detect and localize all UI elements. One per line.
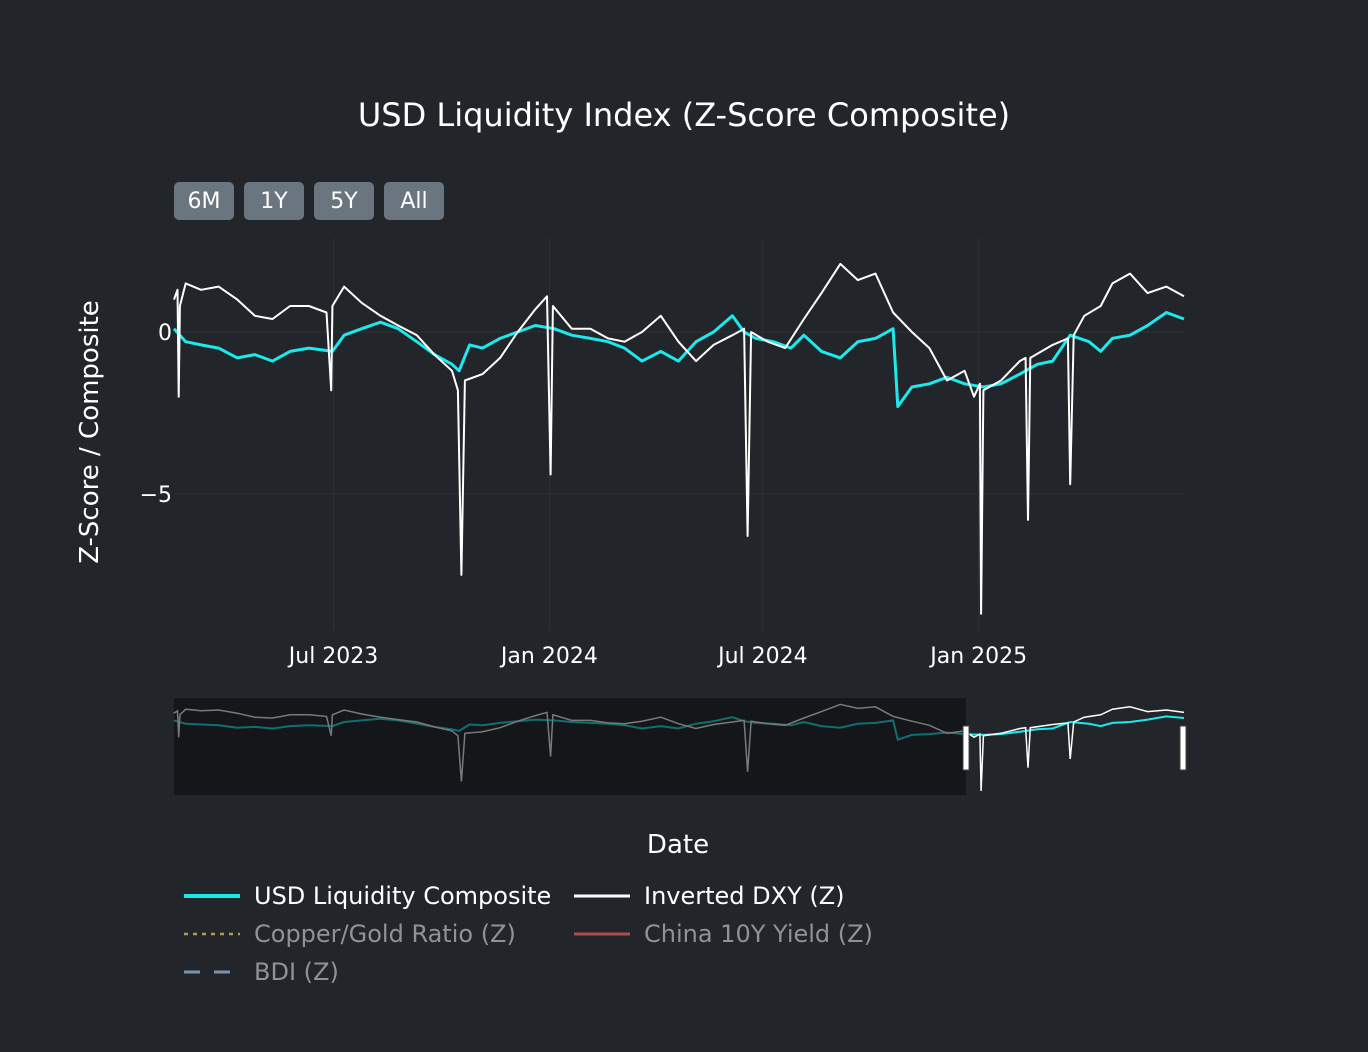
y-tick-label: −5 [140, 483, 172, 508]
range-button-5y[interactable]: 5Y [314, 182, 374, 220]
legend-swatch [184, 970, 240, 974]
range-slider [173, 698, 1187, 795]
y-tick-labels: 0 −5 [140, 321, 172, 508]
legend-item-inverted-dxy[interactable]: Inverted DXY (Z) [572, 882, 845, 910]
legend-swatch [184, 932, 240, 936]
legend-label: China 10Y Yield (Z) [644, 920, 873, 948]
range-button-6m[interactable]: 6M [174, 182, 234, 220]
x-tick-label: Jan 2025 [928, 644, 1027, 669]
main-plot-series [172, 262, 1185, 615]
x-tick-label: Jan 2024 [499, 644, 598, 669]
range-slider-mask [174, 698, 966, 795]
legend-item-copper-gold[interactable]: Copper/Gold Ratio (Z) [182, 920, 516, 948]
legend-item-usd-liquidity[interactable]: USD Liquidity Composite [182, 882, 551, 910]
legend-swatch [184, 894, 240, 898]
range-button-all[interactable]: All [384, 182, 444, 220]
legend-label: Copper/Gold Ratio (Z) [254, 920, 516, 948]
legend-item-china-10y[interactable]: China 10Y Yield (Z) [572, 920, 873, 948]
legend-label: USD Liquidity Composite [254, 882, 552, 910]
legend-label: BDI (Z) [254, 958, 339, 986]
legend-item-bdi[interactable]: BDI (Z) [182, 958, 339, 986]
x-tick-label: Jul 2024 [716, 644, 808, 669]
x-tick-label: Jul 2023 [287, 644, 379, 669]
y-tick-label: 0 [158, 321, 172, 346]
plot-grid [174, 238, 1184, 630]
range-slider-left-handle[interactable] [962, 725, 970, 771]
range-button-1y[interactable]: 1Y [244, 182, 304, 220]
legend-swatch [574, 894, 630, 898]
series-inverted-dxy [173, 262, 1185, 615]
range-selector: 6M 1Y 5Y All [174, 182, 444, 220]
legend-swatch [574, 932, 630, 936]
range-slider-right-handle[interactable] [1179, 725, 1187, 771]
chart-title: USD Liquidity Index (Z-Score Composite) [357, 96, 1011, 134]
y-axis-label: Z-Score / Composite [75, 300, 105, 564]
x-tick-labels: Jul 2023 Jan 2024 Jul 2024 Jan 2025 [287, 644, 1027, 669]
legend-label: Inverted DXY (Z) [644, 882, 845, 910]
series-usd-liquidity-composite [172, 311, 1185, 408]
x-axis-label: Date [646, 830, 710, 860]
